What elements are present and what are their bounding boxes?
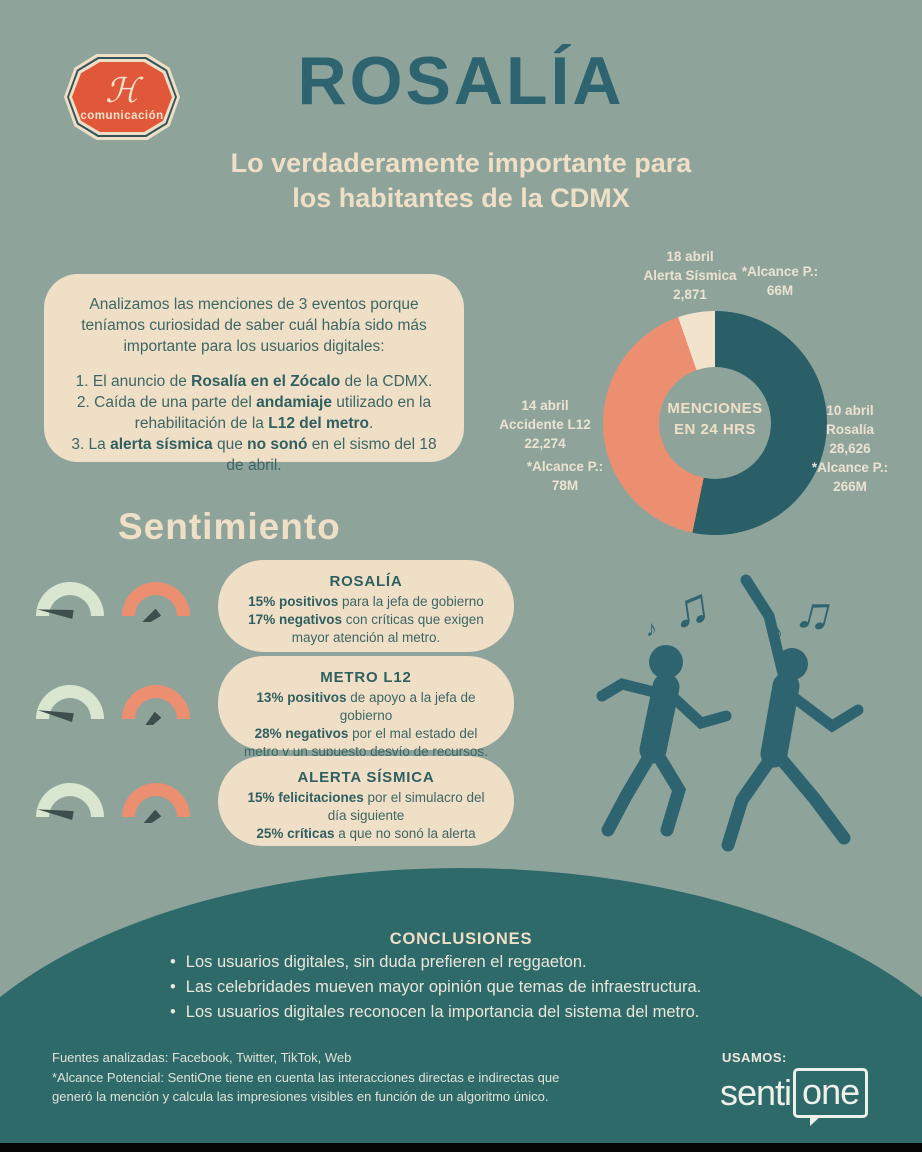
conclusions-list: Los usuarios digitales, sin duda prefier…: [170, 950, 790, 1025]
intro-paragraph: Analizamos las menciones de 3 eventos po…: [81, 296, 427, 355]
slice-date: 18 abril: [666, 249, 714, 264]
sentiment-card-alerta-sismica: ALERTA SÍSMICA 15% felicitaciones por el…: [218, 756, 514, 846]
sentiment-positive-line: 13% positivos de apoyo a la jefa de gobi…: [256, 690, 476, 723]
sentiment-negative-line: 28% negativos por el mal estado del metr…: [244, 726, 488, 759]
sentiment-card-title: ALERTA SÍSMICA: [297, 769, 435, 786]
slice-label-alerta-sismica: 18 abril Alerta Sísmica 2,871: [620, 247, 760, 304]
page-title: ROSALÍA: [297, 43, 625, 119]
music-note-icon: ♫: [668, 577, 715, 640]
gauge-negative-icon: [122, 685, 190, 725]
subtitle-line-2: los habitantes de la CDMX: [292, 183, 630, 213]
slice-date: 10 abril: [826, 403, 874, 418]
slice-name: Rosalía: [825, 422, 875, 437]
donut-center-label: MENCIONES EN 24 HRS: [631, 398, 799, 440]
dancer1-right-leg: [649, 745, 687, 837]
dancer2-left-leg: [721, 747, 781, 852]
conclusion-item-3: Los usuarios digitales reconocen la impo…: [170, 1000, 790, 1025]
dancer2-right-leg: [770, 747, 851, 845]
sentiment-card-title: METRO L12: [320, 669, 412, 686]
intro-item-3: 3. La alerta sísmica que no sonó en el s…: [71, 436, 437, 474]
intro-card: Analizamos las menciones de 3 eventos po…: [44, 274, 464, 474]
sentiment-negative-line: 25% críticas a que no sonó la alerta: [256, 826, 476, 841]
comunicacion-logo: ℋ comunicación: [64, 54, 180, 140]
sentiment-heading: Sentimiento: [118, 506, 341, 547]
slice-label-accidente-l12: 14 abril Accidente L12 22,274: [480, 396, 610, 453]
slice-value: 2,871: [673, 287, 707, 302]
logo-label: comunicación: [80, 110, 164, 122]
donut-hole: [659, 367, 771, 479]
dancer1-right-arm: [668, 692, 732, 730]
dancer1-left-arm: [596, 678, 668, 702]
slice-label-rosalia: 10 abril Rosalía 28,626 *Alcance P.: 266…: [790, 401, 910, 496]
gauge-negative-icon: [122, 582, 190, 622]
dancer2-torso: [760, 672, 800, 768]
footer-sources: Fuentes analizadas: Facebook, Twitter, T…: [52, 1050, 352, 1065]
reach-value: 78M: [551, 478, 579, 493]
music-note-icon: ♪: [772, 620, 783, 645]
slice-name: Alerta Sísmica: [643, 268, 737, 283]
music-note-icon: ♪: [646, 616, 657, 641]
donut-center-line-1: MENCIONES: [667, 400, 763, 417]
logo-monogram-icon: ℋ: [105, 71, 139, 111]
donut-center-line-2: EN 24 HRS: [673, 421, 757, 438]
sentiment-positive-line: 15% positivos para la jefa de gobierno: [248, 594, 484, 609]
sentione-logo: senti one: [720, 1068, 869, 1126]
footer-reach-note: *Alcance Potencial: SentiOne tiene en cu…: [52, 1070, 560, 1104]
reach-caption: *Alcance P.:: [811, 460, 889, 475]
conclusion-item-2: Las celebridades mueven mayor opinión qu…: [170, 975, 790, 1000]
sentiment-card-title: ROSALÍA: [329, 573, 403, 590]
logo-badge-face: ℋ comunicación: [72, 62, 172, 132]
slice-value: 28,626: [829, 441, 871, 456]
gauge-positive-icon: [36, 783, 104, 820]
sentiment-negative-line: 17% negativos con críticas que exigen ma…: [248, 612, 484, 645]
reach-value: 66M: [766, 283, 794, 298]
reach-value: 266M: [833, 479, 867, 494]
intro-item-1: 1. El anuncio de Rosalía en el Zócalo de…: [75, 373, 433, 390]
dancer1-head: [649, 645, 683, 679]
reach-label-accidente-l12: *Alcance P.: 78M: [505, 457, 625, 495]
page-subtitle: Lo verdaderamente importante para los ha…: [0, 146, 922, 216]
sentione-logo-one-bubble: one: [793, 1068, 869, 1126]
reach-caption: *Alcance P.:: [741, 264, 819, 279]
sentiment-card-rosalia: ROSALÍA 15% positivos para la jefa de go…: [218, 560, 514, 652]
intro-list: 1. El anuncio de Rosalía en el Zócalo de…: [70, 371, 438, 476]
conclusions-title: CONCLUSIONES: [389, 930, 533, 948]
music-note-icon: ♫: [790, 581, 840, 644]
subtitle-line-1: Lo verdaderamente importante para: [230, 148, 692, 178]
sentione-logo-senti: senti: [720, 1072, 792, 1113]
gauge-positive-icon: [36, 582, 104, 619]
reach-caption: *Alcance P.:: [526, 459, 604, 474]
reach-label-alerta-sismica: *Alcance P.: 66M: [725, 262, 835, 300]
bottom-black-bar: [0, 1143, 922, 1152]
slice-date: 14 abril: [521, 398, 569, 413]
slice-name: Accidente L12: [499, 417, 591, 432]
dancer2-raised-arm: [740, 574, 792, 692]
slice-value: 22,274: [524, 436, 566, 451]
sentiment-card-metro-l12: METRO L12 13% positivos de apoyo a la je…: [218, 656, 514, 759]
dancer1-left-leg: [601, 745, 659, 837]
usamos-label: USAMOS:: [722, 1050, 787, 1065]
dancer2-right-arm: [786, 690, 864, 733]
sentiment-positive-line: 15% felicitaciones por el simulacro del …: [247, 790, 485, 823]
gauge-positive-icon: [36, 685, 104, 723]
dancing-figures-illustration: ♫ ♪ ♫ ♪: [596, 574, 864, 852]
gauge-negative-icon: [122, 783, 190, 823]
intro-item-2: 2. Caída de una parte del andamiaje util…: [76, 394, 432, 432]
conclusion-item-1: Los usuarios digitales, sin duda prefier…: [170, 950, 790, 975]
